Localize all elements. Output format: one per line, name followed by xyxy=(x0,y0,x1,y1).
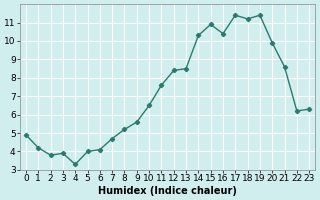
X-axis label: Humidex (Indice chaleur): Humidex (Indice chaleur) xyxy=(98,186,237,196)
